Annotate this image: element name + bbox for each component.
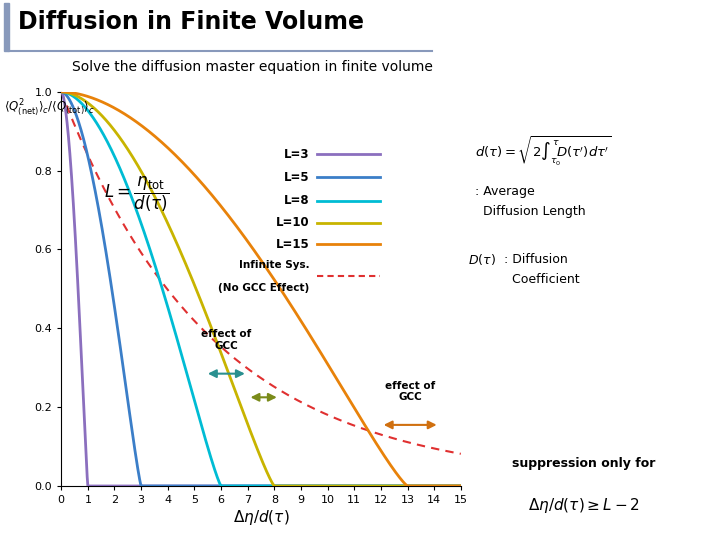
Text: suppression only for: suppression only for <box>512 457 655 470</box>
Text: $\Delta\eta/d(\tau) \geq L-2$: $\Delta\eta/d(\tau) \geq L-2$ <box>528 496 639 515</box>
Text: : Diffusion: : Diffusion <box>504 253 568 266</box>
X-axis label: $\Delta\eta/d(\tau)$: $\Delta\eta/d(\tau)$ <box>233 508 289 527</box>
Text: $D(\tau)$: $D(\tau)$ <box>468 252 496 267</box>
Bar <box>4 3 9 51</box>
Text: effect of
GCC: effect of GCC <box>385 381 436 402</box>
Text: (No GCC Effect): (No GCC Effect) <box>218 283 309 293</box>
Text: $\langle Q^2_{(\rm net)}\rangle_c/\langle Q_{(\rm tot)}\rangle_c$: $\langle Q^2_{(\rm net)}\rangle_c/\langl… <box>4 97 94 119</box>
Text: $L = \dfrac{\eta_{\rm tot}}{d(\tau)}$: $L = \dfrac{\eta_{\rm tot}}{d(\tau)}$ <box>104 174 169 214</box>
Text: L=10: L=10 <box>276 216 309 229</box>
Text: L=8: L=8 <box>284 194 309 207</box>
Text: Diffusion Length: Diffusion Length <box>475 205 586 218</box>
Text: L=15: L=15 <box>276 238 309 251</box>
Text: effect of
GCC: effect of GCC <box>202 329 251 351</box>
Text: Coefficient: Coefficient <box>504 273 580 286</box>
Text: Infinite Sys.: Infinite Sys. <box>238 260 309 269</box>
Text: Diffusion in Finite Volume: Diffusion in Finite Volume <box>18 10 364 33</box>
Text: L=5: L=5 <box>284 171 309 184</box>
Text: : Average: : Average <box>475 185 535 198</box>
Text: $d(\tau)=\sqrt{2\int_{\tau_0}^{\tau}\!\!D(\tau^\prime)d\tau^\prime}$: $d(\tau)=\sqrt{2\int_{\tau_0}^{\tau}\!\!… <box>475 134 612 168</box>
Text: Solve the diffusion master equation in finite volume: Solve the diffusion master equation in f… <box>71 60 433 75</box>
Text: L=3: L=3 <box>284 147 309 160</box>
